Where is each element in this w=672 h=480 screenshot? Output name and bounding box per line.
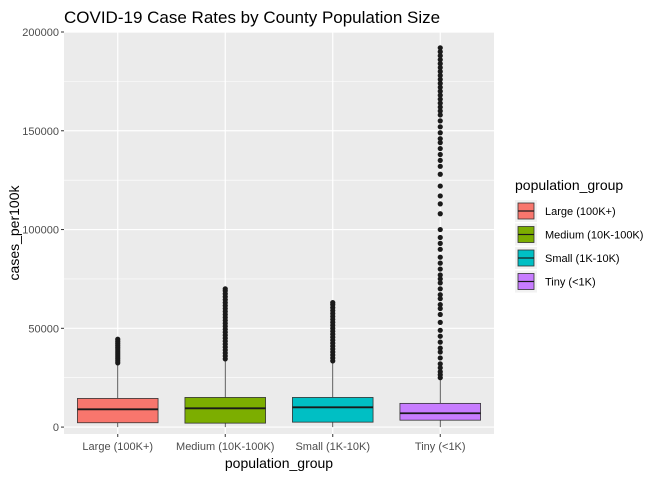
outlier-point xyxy=(437,349,443,355)
outlier-point xyxy=(437,319,443,325)
box-group xyxy=(292,300,374,428)
outlier-point xyxy=(437,96,443,102)
outlier-point xyxy=(437,361,443,367)
x-tick-label: Tiny (<1K) xyxy=(415,441,466,453)
y-tick-label: 200000 xyxy=(22,27,59,39)
y-axis: 0 50000 100000 150000 200000 xyxy=(22,27,64,434)
outlier-point xyxy=(437,88,443,94)
outlier-point xyxy=(437,80,443,86)
outlier-point xyxy=(437,305,443,312)
box-iqr xyxy=(292,397,374,423)
legend-label: Small (1K-10K) xyxy=(545,253,620,265)
outlier-point xyxy=(437,254,443,260)
outlier-point xyxy=(330,300,336,306)
outlier-point xyxy=(437,193,443,199)
outlier-point xyxy=(437,266,443,272)
x-tick-label: Small (1K-10K) xyxy=(295,441,370,453)
grid-minor xyxy=(64,81,494,379)
legend-label: Tiny (<1K) xyxy=(545,277,596,289)
outlier-point xyxy=(437,333,443,339)
x-tick-label: Large (100K+) xyxy=(82,441,153,453)
outlier-point xyxy=(437,171,443,177)
box-iqr xyxy=(184,397,266,424)
outlier-point xyxy=(437,246,443,252)
outlier-point xyxy=(437,108,443,114)
y-tick-label: 0 xyxy=(53,422,59,434)
outlier-point xyxy=(437,145,443,152)
outlier-point xyxy=(437,92,443,98)
outlier-point xyxy=(437,140,443,146)
outlier-point xyxy=(437,57,443,63)
outlier-point xyxy=(437,286,443,292)
x-axis-title: population_group xyxy=(225,455,333,471)
y-axis-title: cases_per100k xyxy=(6,185,22,281)
legend-label: Medium (10K-100K) xyxy=(545,230,643,242)
outlier-point xyxy=(437,64,443,71)
outlier-point xyxy=(437,49,443,55)
outlier-point xyxy=(437,53,443,59)
outlier-point xyxy=(437,211,443,217)
outlier-point xyxy=(437,76,443,83)
outlier-point xyxy=(437,118,443,124)
x-tick-label: Medium (10K-100K) xyxy=(176,441,274,453)
legend-label: Large (100K+) xyxy=(545,206,616,218)
outlier-point xyxy=(437,163,443,169)
box-iqr xyxy=(399,402,481,421)
y-tick-label: 50000 xyxy=(28,323,59,335)
outlier-point xyxy=(437,201,443,207)
outlier-point xyxy=(437,112,443,118)
outlier-point xyxy=(437,136,443,142)
outlier-point xyxy=(437,234,443,241)
outlier-point xyxy=(222,286,228,292)
outlier-point xyxy=(437,292,443,298)
boxes xyxy=(77,45,481,428)
box-group xyxy=(184,286,266,428)
box-iqr xyxy=(77,398,159,424)
outlier-point xyxy=(437,68,443,75)
outlier-point xyxy=(437,339,443,345)
outlier-point xyxy=(437,104,443,110)
outlier-point xyxy=(437,365,443,371)
outlier-point xyxy=(437,157,443,164)
legend-title: population_group xyxy=(515,177,623,193)
outlier-point xyxy=(437,260,443,266)
outlier-point xyxy=(437,276,443,282)
box-group xyxy=(77,336,159,428)
outlier-point xyxy=(437,100,443,106)
outlier-point xyxy=(437,124,443,130)
outlier-point xyxy=(437,302,443,308)
outlier-point xyxy=(437,45,443,51)
outlier-point xyxy=(437,345,443,351)
y-tick-label: 150000 xyxy=(22,126,59,138)
x-axis: Large (100K+) Medium (10K-100K) Small (1K-… xyxy=(82,434,466,453)
outlier-point xyxy=(437,130,443,136)
outlier-point xyxy=(437,272,443,278)
outlier-point xyxy=(437,183,443,189)
legend: population_group Large (100K+) Medium (10… xyxy=(515,177,643,293)
outlier-point xyxy=(437,369,443,375)
outlier-point xyxy=(437,311,443,318)
outlier-point xyxy=(437,327,443,333)
outlier-point xyxy=(437,355,443,361)
outlier-point xyxy=(437,72,443,79)
outlier-point xyxy=(437,240,443,246)
outlier-point xyxy=(437,280,443,286)
outlier-point xyxy=(437,226,443,233)
plot-panel xyxy=(64,32,494,434)
outlier-point xyxy=(437,151,443,158)
box-group xyxy=(399,45,481,428)
outlier-point xyxy=(115,336,121,342)
outlier-point xyxy=(437,61,443,67)
y-tick-label: 100000 xyxy=(22,225,59,237)
chart-title: COVID-19 Case Rates by County Population… xyxy=(64,8,440,27)
outlier-point xyxy=(437,84,443,90)
outlier-point xyxy=(437,296,443,302)
